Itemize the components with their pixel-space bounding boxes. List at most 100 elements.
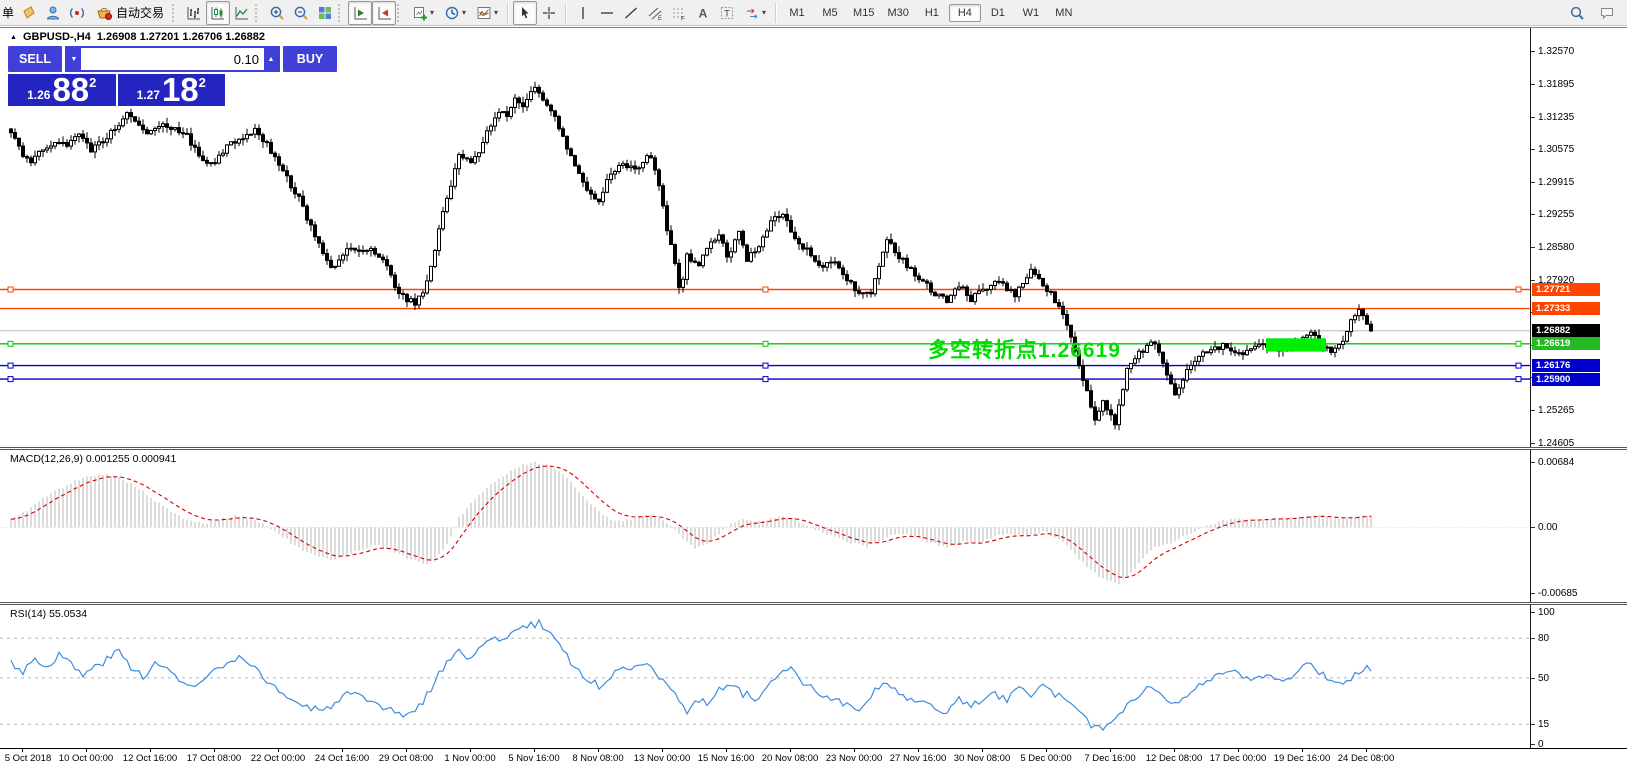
- svg-text:T: T: [724, 8, 730, 18]
- macd-canvas[interactable]: [0, 450, 1530, 602]
- indicators-dropdown[interactable]: ▾: [471, 1, 503, 25]
- trendline-tool[interactable]: [619, 1, 643, 25]
- zoom-in-button[interactable]: [265, 1, 289, 25]
- svg-text:E: E: [658, 16, 662, 21]
- price-tick-label: 1.24605: [1538, 438, 1575, 449]
- timeframe-group: M1 M5 M15 M30 H1 H4 D1 W1 MN: [781, 3, 1080, 22]
- axis-tick: [1531, 443, 1535, 444]
- new-order-icon[interactable]: [17, 1, 41, 25]
- timeframe-H4[interactable]: H4: [948, 3, 981, 22]
- price-line-badge: 1.27721: [1532, 283, 1600, 296]
- price-tick-label: 1.27920: [1538, 275, 1575, 286]
- timeframe-D1[interactable]: D1: [990, 6, 1005, 19]
- collapse-panel-icon[interactable]: ▲: [10, 33, 17, 41]
- timeframe-MN[interactable]: MN: [1055, 6, 1073, 19]
- timeframe-M15[interactable]: M15: [853, 6, 875, 19]
- macd-panel[interactable]: MACD(12,26,9) 0.001255 0.000941: [0, 450, 1530, 602]
- search-icon[interactable]: [1565, 1, 1589, 25]
- time-tick-label: 5 Dec 00:00: [1020, 753, 1072, 764]
- price-line-badge: 1.26176: [1532, 359, 1600, 372]
- vertical-line-tool[interactable]: [571, 1, 595, 25]
- time-tick: [278, 749, 279, 752]
- chevron-down-icon: ▾: [762, 8, 767, 17]
- text-tool[interactable]: A: [691, 1, 715, 25]
- tile-windows-button[interactable]: [313, 1, 337, 25]
- time-tick-label: 5 Nov 16:00: [508, 753, 560, 764]
- broadcast-icon[interactable]: [65, 1, 89, 25]
- rsi-panel[interactable]: RSI(14) 55.0534: [0, 605, 1530, 748]
- price-line-badge: 1.26882: [1532, 324, 1600, 337]
- time-tick-label: 15 Nov 16:00: [697, 753, 755, 764]
- community-icon[interactable]: [41, 1, 65, 25]
- macd-axis[interactable]: 0.00684 0.00 -0.00685: [1530, 450, 1627, 602]
- chat-icon[interactable]: [1595, 1, 1619, 25]
- time-tick: [1174, 749, 1175, 752]
- panel-separator[interactable]: [0, 447, 1627, 450]
- channel-tool[interactable]: E: [643, 1, 667, 25]
- chart-shift-button[interactable]: [372, 0, 397, 25]
- cursor-tool-button[interactable]: [513, 0, 538, 25]
- crosshair-tool-button[interactable]: [537, 1, 561, 25]
- time-tick: [86, 749, 87, 752]
- svg-text:A: A: [699, 6, 708, 20]
- axis-tick: [1531, 280, 1535, 281]
- axis-tick: [1531, 84, 1535, 85]
- auto-trading-label: 自动交易: [116, 6, 165, 20]
- time-tick-label: 22 Oct 00:00: [250, 753, 306, 764]
- bar-chart-button[interactable]: [182, 1, 206, 25]
- time-tick: [854, 749, 855, 752]
- timeframe-M30[interactable]: M30: [887, 6, 909, 19]
- time-tick-label: 24 Oct 16:00: [314, 753, 370, 764]
- rsi-tick-label: 50: [1538, 673, 1550, 684]
- price-chart-area[interactable]: 多空转折点1.26619: [0, 28, 1530, 447]
- buy-button[interactable]: BUY: [283, 46, 337, 72]
- time-tick-label: 19 Dec 16:00: [1273, 753, 1331, 764]
- auto-scroll-button[interactable]: [348, 0, 373, 25]
- rsi-tick-label: 15: [1538, 719, 1550, 730]
- auto-trading-button[interactable]: 自动交易: [89, 1, 171, 25]
- time-axis[interactable]: 5 Oct 2018 10 Oct 00:00 12 Oct 16:00 17 Oct…: [0, 749, 1627, 771]
- timeframe-M5[interactable]: M5: [822, 6, 838, 19]
- macd-tick-label: 0.00: [1538, 522, 1558, 533]
- price-axis[interactable]: 1.32570 1.31895 1.31235 1.30575 1.29915 1.292…: [1530, 28, 1627, 449]
- chevron-down-icon: ▾: [494, 8, 499, 17]
- svg-text:F: F: [681, 16, 685, 21]
- volume-input[interactable]: [81, 48, 264, 70]
- sell-button[interactable]: SELL: [8, 46, 62, 72]
- time-tick: [1046, 749, 1047, 752]
- new-chart-dropdown[interactable]: ▾: [407, 1, 439, 25]
- timeframe-M1[interactable]: M1: [789, 6, 805, 19]
- ask-price-display[interactable]: 1.27 18 2: [117, 73, 225, 106]
- bid-price-display[interactable]: 1.26 88 2: [8, 73, 116, 106]
- arrows-tool-dropdown[interactable]: ▾: [739, 1, 771, 25]
- label-tool[interactable]: T: [715, 1, 739, 25]
- candlestick-chart-button[interactable]: [206, 0, 231, 25]
- time-tick: [918, 749, 919, 752]
- candlestick-chart-canvas[interactable]: [0, 28, 1530, 447]
- panel-separator[interactable]: [0, 602, 1627, 605]
- rsi-axis[interactable]: 100 80 50 15 0: [1530, 605, 1627, 750]
- price-tick-label: 1.32570: [1538, 46, 1575, 57]
- time-axis-line: [0, 748, 1627, 749]
- axis-tick: [1531, 214, 1535, 215]
- pivot-annotation-text[interactable]: 多空转折点1.26619: [928, 339, 1121, 362]
- chart-window-top-border: [0, 27, 1627, 28]
- timeframe-H1[interactable]: H1: [924, 6, 939, 19]
- rsi-canvas[interactable]: [0, 605, 1530, 748]
- new-order-button[interactable]: 单: [2, 6, 15, 20]
- time-tick: [1110, 749, 1111, 752]
- fibonacci-tool[interactable]: F: [667, 1, 691, 25]
- time-tick-label: 27 Nov 16:00: [889, 753, 947, 764]
- time-tick-label: 29 Oct 08:00: [378, 753, 434, 764]
- line-chart-button[interactable]: [230, 1, 254, 25]
- rsi-tick-label: 100: [1538, 607, 1555, 618]
- time-tick: [1302, 749, 1303, 752]
- volume-decrease-button[interactable]: ▼: [67, 48, 81, 70]
- horizontal-line-tool[interactable]: [595, 1, 619, 25]
- volume-increase-button[interactable]: ▲: [264, 48, 278, 70]
- zoom-out-button[interactable]: [289, 1, 313, 25]
- timeframe-W1[interactable]: W1: [1022, 6, 1040, 19]
- periods-dropdown[interactable]: ▾: [439, 1, 471, 25]
- symbol-period-label: GBPUSD-,H4: [22, 31, 91, 43]
